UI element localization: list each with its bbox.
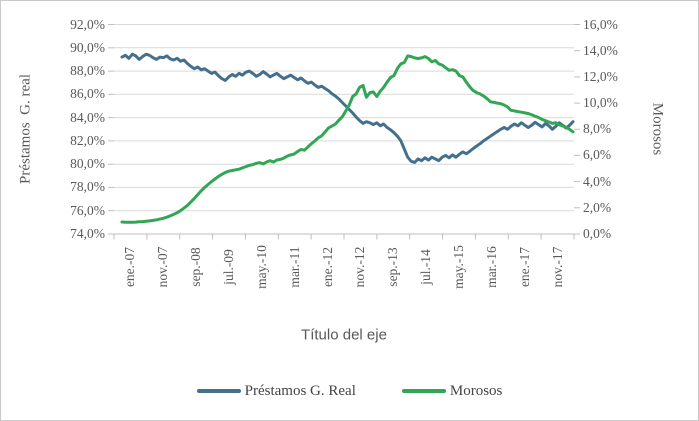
left-tick-label: 86,0%	[70, 86, 105, 102]
legend-item-morosos: Morosos	[401, 382, 503, 400]
x-tick-label: nov.-17	[549, 246, 565, 288]
left-tick-label: 76,0%	[70, 202, 105, 218]
x-axis-title: Título del eje	[301, 326, 387, 344]
right-tick-label: 2,0%	[583, 199, 612, 215]
left-tick-label: 88,0%	[70, 63, 105, 79]
right-tick-label: 12,0%	[583, 68, 618, 84]
x-tick-label: jul.-14	[418, 249, 434, 285]
x-tick-label: jul.-09	[221, 249, 236, 285]
right-tick-label: 0,0%	[583, 226, 612, 241]
x-tick-label: nov.-07	[155, 246, 171, 288]
x-tick-label: ene.-17	[516, 246, 532, 288]
right-tick-label: 10,0%	[583, 95, 618, 111]
legend-label-morosos: Morosos	[449, 382, 503, 399]
x-tick-label: mar.-11	[286, 246, 302, 288]
x-tick-label: mar.-16	[483, 246, 499, 288]
right-tick-label: 4,0%	[583, 173, 612, 189]
left-axis-title: Préstamos G. real	[17, 74, 34, 184]
right-tick-label: 8,0%	[583, 121, 612, 137]
left-tick-label: 90,0%	[70, 39, 105, 55]
morosos-line-swatch	[401, 389, 446, 393]
right-tick-label: 16,0%	[583, 16, 618, 32]
left-tick-label: 84,0%	[70, 109, 105, 125]
x-tick-label: nov.-12	[352, 246, 368, 288]
right-tick-label: 14,0%	[583, 42, 618, 58]
x-tick-label: ene.-07	[122, 246, 138, 288]
left-tick-label: 92,0%	[70, 16, 105, 32]
legend-item-prestamos: Préstamos G. Real	[196, 382, 356, 400]
left-tick-label: 74,0%	[70, 226, 105, 241]
x-tick-label: sep.-13	[385, 247, 401, 287]
right-tick-label: 6,0%	[583, 147, 612, 163]
x-tick-label: may.-10	[253, 245, 269, 289]
left-tick-label: 78,0%	[70, 179, 105, 195]
left-tick-label: 80,0%	[70, 156, 105, 172]
right-axis-title: Morosos	[649, 102, 666, 156]
legend: Préstamos G. Real Morosos	[1, 381, 698, 401]
x-tick-label: ene.-12	[319, 246, 335, 288]
x-tick-label: sep.-08	[188, 247, 204, 287]
left-tick-label: 82,0%	[70, 132, 105, 148]
x-tick-label: may.-15	[451, 245, 466, 289]
prestamos-line-swatch	[196, 389, 241, 393]
legend-label-prestamos: Préstamos G. Real	[244, 382, 356, 399]
